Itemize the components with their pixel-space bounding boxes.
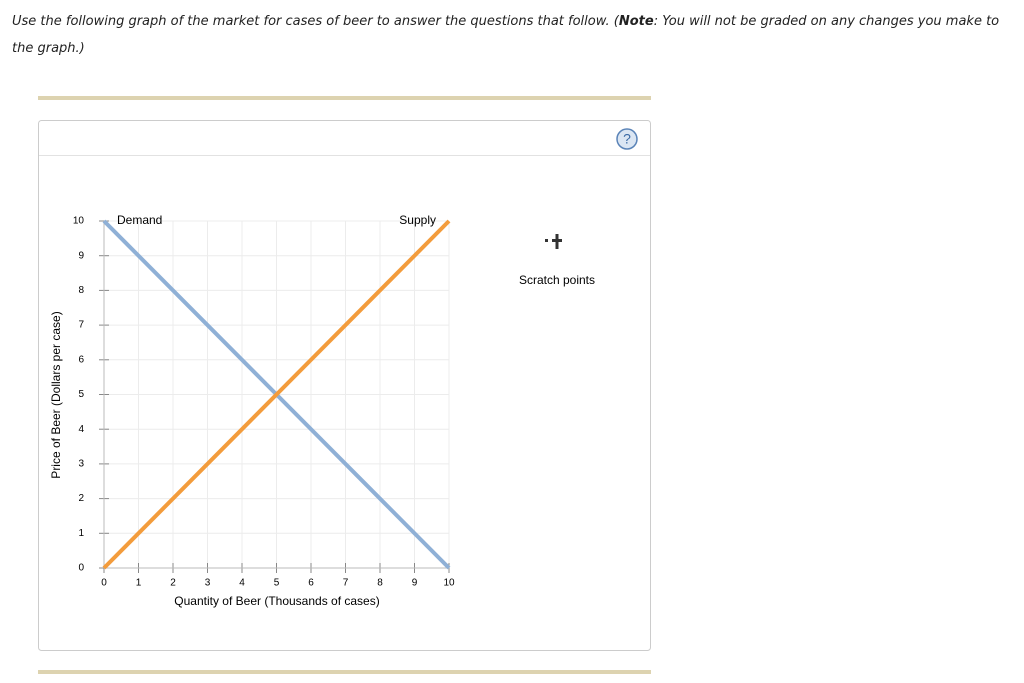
instruction-text: : You will not be graded on any changes … bbox=[12, 14, 1000, 56]
x-tick-label: 5 bbox=[274, 578, 280, 589]
scratch-label[interactable]: Scratch points bbox=[519, 273, 595, 287]
y-tick-label: 2 bbox=[78, 493, 84, 504]
y-tick-label: 7 bbox=[78, 320, 84, 331]
series-label: Supply bbox=[399, 213, 436, 227]
series-label: Demand bbox=[117, 213, 162, 227]
x-tick-label: 7 bbox=[343, 578, 349, 589]
scratch-icon[interactable] bbox=[545, 239, 548, 242]
x-tick-label: 8 bbox=[377, 578, 383, 589]
y-tick-label: 8 bbox=[78, 285, 84, 296]
note-label: Note bbox=[618, 14, 654, 29]
x-tick-label: 9 bbox=[412, 578, 418, 589]
y-tick-label: 4 bbox=[78, 424, 84, 435]
x-tick-label: 10 bbox=[443, 578, 455, 589]
divider bbox=[38, 670, 651, 674]
divider bbox=[38, 96, 651, 100]
y-axis-label: Price of Beer (Dollars per case) bbox=[49, 311, 63, 478]
x-axis-label: Quantity of Beer (Thousands of cases) bbox=[174, 594, 379, 608]
x-tick-label: 4 bbox=[239, 578, 245, 589]
help-text[interactable]: ? bbox=[623, 131, 631, 147]
y-tick-label: 9 bbox=[78, 250, 84, 261]
y-tick-label: 1 bbox=[78, 528, 84, 539]
series-line bbox=[102, 219, 451, 570]
y-tick-label: 6 bbox=[78, 354, 84, 365]
x-tick-label: 0 bbox=[101, 578, 107, 589]
y-tick-label: 10 bbox=[73, 216, 85, 227]
scratch-tool[interactable]: Scratch points bbox=[519, 234, 595, 287]
y-tick-label: 5 bbox=[78, 389, 84, 400]
y-tick-label: 0 bbox=[78, 563, 84, 574]
help-icon[interactable] bbox=[616, 128, 638, 150]
x-tick-label: 6 bbox=[308, 578, 314, 589]
help-button[interactable]: ? bbox=[616, 128, 638, 150]
instructions: Use the following graph of the market fo… bbox=[12, 8, 1002, 62]
x-tick-label: 1 bbox=[136, 578, 142, 589]
scratch-icon[interactable] bbox=[555, 234, 559, 249]
y-tick-label: 3 bbox=[78, 459, 84, 470]
instruction-text: Use the following graph of the market fo… bbox=[12, 14, 619, 29]
x-tick-label: 2 bbox=[170, 578, 176, 589]
x-tick-label: 3 bbox=[205, 578, 211, 589]
graph-panel bbox=[38, 120, 651, 651]
